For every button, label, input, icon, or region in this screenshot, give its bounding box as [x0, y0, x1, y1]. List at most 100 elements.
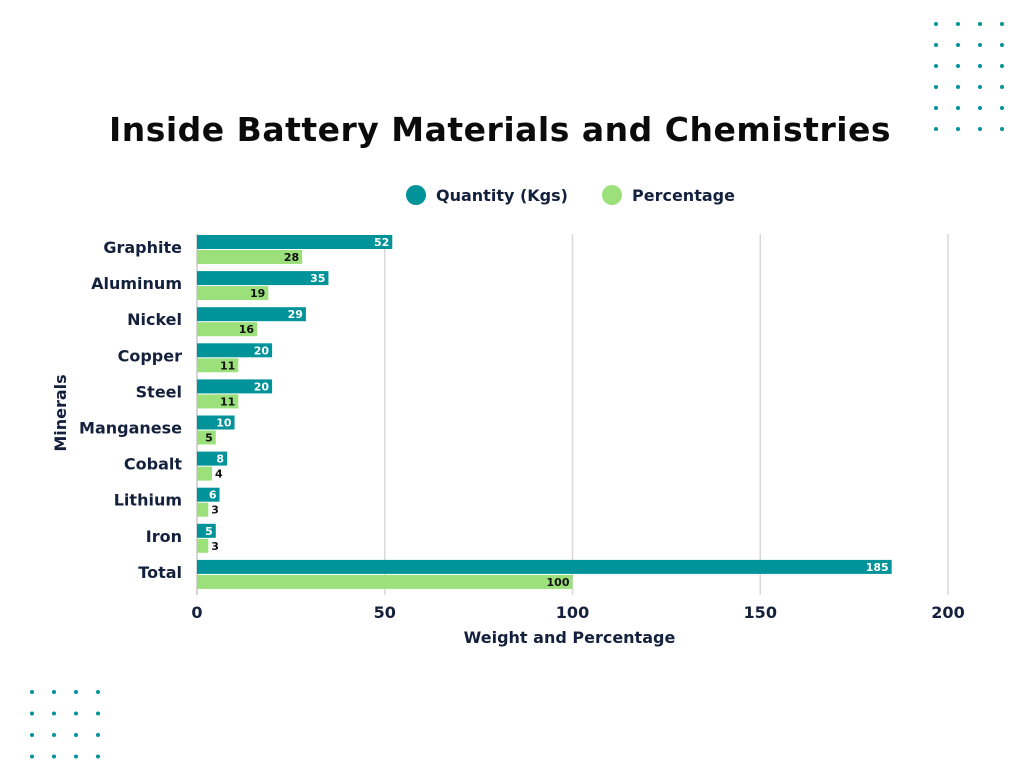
decorative-dot — [1000, 106, 1004, 110]
decorative-dot — [96, 711, 100, 716]
y-axis-label: Minerals — [51, 374, 70, 451]
data-label: 100 — [547, 576, 570, 589]
data-label: 3 — [211, 504, 219, 517]
percentage-bar — [197, 322, 258, 337]
data-label: 8 — [216, 453, 224, 466]
data-label: 52 — [374, 236, 389, 249]
data-label: 11 — [220, 359, 235, 372]
decorative-dot — [956, 64, 960, 68]
data-label: 16 — [239, 323, 255, 336]
decorative-dot — [1000, 22, 1004, 26]
y-tick-label: Graphite — [103, 238, 182, 257]
percentage-bar — [197, 286, 269, 301]
legend-marker — [602, 185, 622, 205]
decorative-dot — [1000, 64, 1004, 68]
decorative-dot — [74, 754, 78, 759]
data-label: 19 — [250, 287, 265, 300]
decorative-dot — [978, 43, 982, 47]
data-label: 3 — [211, 540, 219, 553]
percentage-bar — [197, 574, 573, 589]
decorative-dot — [52, 690, 56, 694]
decorative-dot — [978, 85, 982, 89]
decorative-dot — [934, 106, 938, 110]
y-tick-label: Nickel — [127, 310, 182, 329]
quantity-bar — [197, 379, 273, 394]
decorative-dot — [934, 85, 938, 89]
decorative-dot — [52, 733, 56, 737]
percentage-bar — [197, 538, 209, 553]
quantity-bar — [197, 523, 216, 538]
decorative-dot — [1000, 85, 1004, 89]
decorative-dot — [956, 106, 960, 110]
decorative-dot — [30, 711, 34, 716]
quantity-bar — [197, 343, 273, 358]
decorative-dot — [978, 22, 982, 26]
decorative-dot — [956, 43, 960, 47]
data-label: 6 — [209, 489, 217, 502]
decorative-dot — [978, 106, 982, 110]
decorative-dot — [934, 22, 938, 26]
percentage-bar — [197, 250, 303, 264]
quantity-bar — [197, 235, 393, 249]
percentage-bar — [197, 430, 216, 445]
quantity-bar — [197, 559, 892, 574]
y-tick-label: Cobalt — [124, 455, 182, 474]
percentage-bar — [197, 394, 239, 409]
x-axis-label: Weight and Percentage — [464, 628, 676, 647]
data-label: 5 — [205, 525, 213, 538]
data-label: 20 — [254, 344, 270, 357]
x-tick-label: 200 — [931, 603, 964, 622]
decorative-dot — [956, 85, 960, 89]
x-tick-label: 100 — [556, 603, 589, 622]
data-label: 35 — [310, 272, 325, 285]
x-tick-label: 50 — [374, 603, 396, 622]
legend-label: Percentage — [632, 186, 735, 205]
data-label: 10 — [216, 417, 232, 430]
y-tick-label: Lithium — [114, 491, 182, 510]
quantity-bar — [197, 451, 228, 466]
quantity-bar — [197, 415, 235, 430]
data-label: 20 — [254, 380, 270, 393]
legend-marker — [406, 185, 426, 205]
y-tick-label: Steel — [136, 382, 182, 401]
y-tick-label: Iron — [146, 527, 182, 546]
decorative-dot — [934, 64, 938, 68]
x-tick-label: 0 — [191, 603, 202, 622]
decorative-dot — [74, 690, 78, 694]
decorative-dot — [52, 754, 56, 759]
data-label: 29 — [288, 308, 303, 321]
decorative-dot — [934, 43, 938, 47]
decorative-dot — [96, 754, 100, 759]
decorative-dot — [30, 690, 34, 694]
decorative-dot — [30, 754, 34, 759]
legend-label: Quantity (Kgs) — [436, 186, 568, 205]
decorative-dot — [52, 711, 56, 716]
decorative-dot — [956, 22, 960, 26]
y-tick-label: Manganese — [79, 419, 182, 438]
quantity-bar — [197, 307, 306, 322]
decorative-dot — [74, 711, 78, 716]
y-tick-label: Aluminum — [91, 274, 182, 293]
data-label: 11 — [220, 395, 235, 408]
data-label: 28 — [284, 251, 299, 264]
data-label: 185 — [866, 561, 889, 574]
quantity-bar — [197, 487, 220, 502]
data-label: 4 — [215, 468, 223, 481]
decorative-dot — [30, 733, 34, 737]
x-tick-label: 150 — [744, 603, 777, 622]
decorative-dot — [978, 127, 982, 131]
decorative-dot — [1000, 43, 1004, 47]
decorative-dot — [1000, 127, 1004, 131]
decorative-dot — [74, 733, 78, 737]
chart-title: Inside Battery Materials and Chemistries — [108, 110, 892, 149]
percentage-bar — [197, 466, 213, 481]
decorative-dot — [956, 127, 960, 131]
decorative-dot — [96, 690, 100, 694]
decorative-dot — [934, 127, 938, 131]
y-tick-label: Copper — [118, 346, 182, 365]
decorative-dot — [96, 733, 100, 737]
percentage-bar — [197, 502, 209, 517]
decorative-dot — [978, 64, 982, 68]
y-tick-label: Total — [138, 563, 182, 582]
